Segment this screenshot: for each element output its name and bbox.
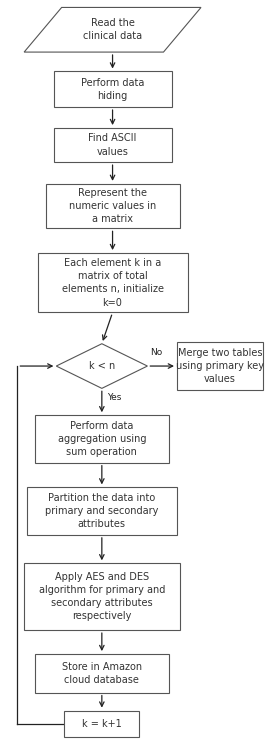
Text: Read the
clinical data: Read the clinical data [83, 18, 142, 42]
Text: Merge two tables
using primary key
values: Merge two tables using primary key value… [176, 348, 264, 384]
Bar [177, 342, 263, 390]
Text: Perform data
aggregation using
sum operation: Perform data aggregation using sum opera… [58, 421, 146, 457]
Bar [54, 71, 172, 107]
Text: k < n: k < n [89, 361, 115, 371]
Text: Perform data
hiding: Perform data hiding [81, 77, 144, 101]
Bar [27, 487, 177, 535]
Text: Find ASCII
values: Find ASCII values [88, 133, 137, 157]
Polygon shape [24, 7, 201, 52]
Text: No: No [150, 348, 162, 357]
Bar [46, 184, 180, 228]
Text: Store in Amazon
cloud database: Store in Amazon cloud database [62, 661, 142, 685]
Bar [24, 563, 180, 630]
Bar [35, 654, 169, 693]
Text: Apply AES and DES
algorithm for primary and
secondary attributes
respectively: Apply AES and DES algorithm for primary … [39, 572, 165, 621]
Bar [35, 415, 169, 463]
Bar [54, 128, 172, 162]
Text: Partition the data into
primary and secondary
attributes: Partition the data into primary and seco… [45, 493, 159, 529]
Bar [64, 711, 139, 737]
Text: k = k+1: k = k+1 [82, 719, 122, 729]
Text: Each element k in a
matrix of total
elements n, initialize
k=0: Each element k in a matrix of total elem… [62, 258, 163, 307]
Bar [38, 253, 188, 312]
Text: Represent the
numeric values in
a matrix: Represent the numeric values in a matrix [69, 188, 156, 224]
Text: Yes: Yes [107, 393, 122, 402]
Polygon shape [56, 344, 147, 388]
